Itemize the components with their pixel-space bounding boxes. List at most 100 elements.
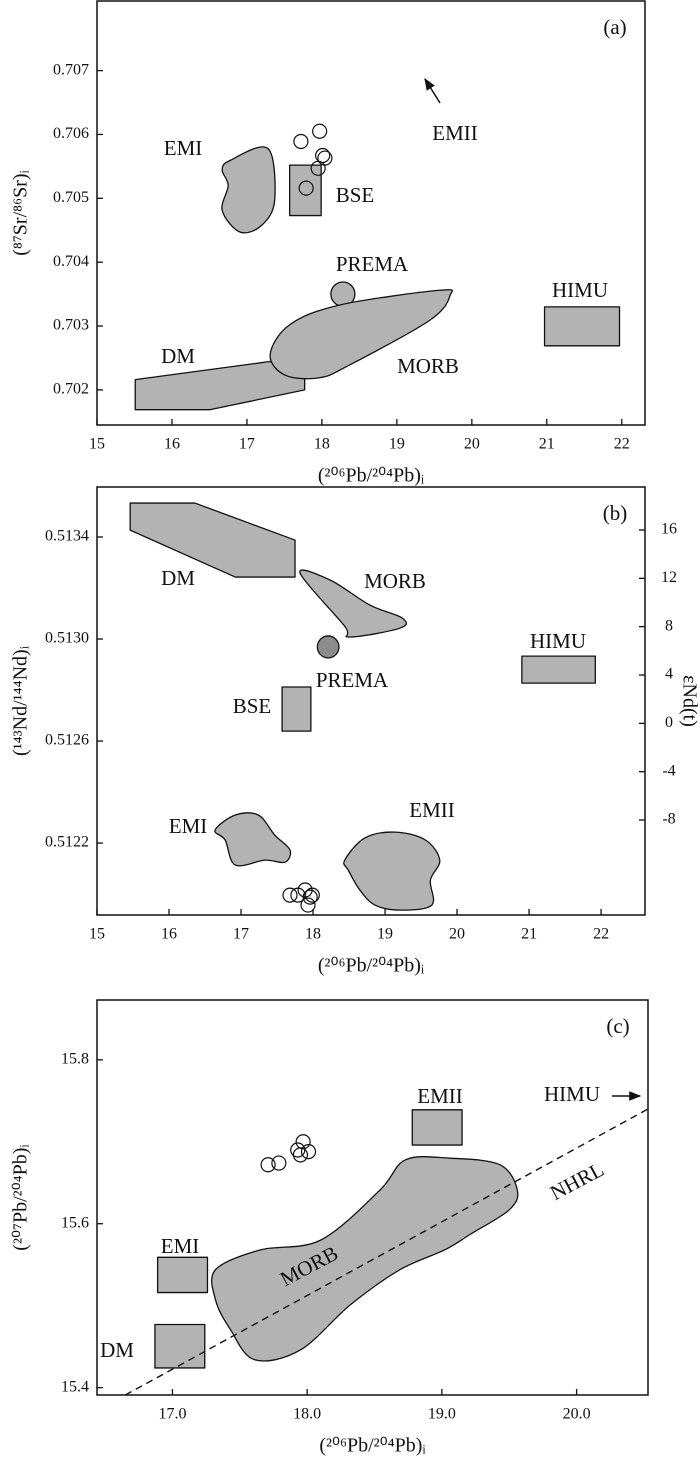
x-tick-label: 18 [314,436,330,453]
y2-tick-label: 8 [665,617,673,634]
field [521,655,596,684]
y2-tick-label: -8 [662,811,675,828]
sample-point [304,887,320,903]
field-label: MORB [364,569,426,593]
x-tick-label: 22 [614,436,630,453]
panel-label: (b) [603,501,628,525]
y-axis-title: (⁸⁷Sr/⁸⁶Sr)ᵢ [10,169,32,255]
field [281,686,312,732]
field [156,1256,209,1294]
plot-frame [96,486,646,916]
field [221,146,276,234]
field-label: PREMA [336,252,409,276]
field [299,569,408,638]
field-label: HIMU [530,629,586,653]
y-tick-label: 0.5126 [45,732,89,749]
y2-tick-label: 0 [665,714,673,731]
x-tick-label: 19 [389,436,405,453]
field-label: EMII [409,798,455,822]
x-tick-label: 15 [89,926,105,943]
sample-point [300,897,316,913]
x-tick-label: 20.0 [563,1406,591,1423]
x-tick-label: 20 [449,926,465,943]
field-label: EMI [161,1234,200,1258]
x-tick-label: 19 [377,926,393,943]
x-axis-title: (²⁰⁶Pb/²⁰⁴Pb)ᵢ [318,955,425,977]
x-tick-label: 16 [164,436,180,453]
panel-label: (c) [606,1014,629,1038]
y-tick-label: 0.5122 [45,834,89,851]
sample-point [271,1155,287,1171]
annotation: HIMU [544,1082,600,1106]
x-tick-label: 15 [89,436,105,453]
sample-point [292,1147,309,1163]
y-tick-label: 0.5134 [45,528,89,545]
x-tick-label: 20 [464,436,480,453]
y2-tick-label: 12 [661,569,677,586]
x-tick-label: 19.0 [428,1406,456,1423]
x-tick-label: 18.0 [293,1406,321,1423]
y-tick-label: 0.705 [53,189,89,206]
field [134,361,306,411]
x-tick-label: 17 [239,436,255,453]
field-label: HIMU [552,278,608,302]
y-tick-label: 15.4 [61,1378,89,1395]
sample-point [302,889,318,905]
x-tick-label: 17.0 [158,1406,186,1423]
x-tick-label: 18 [305,926,321,943]
field-label: EMI [169,814,208,838]
field-label: BSE [336,183,375,207]
y2-tick-label: -4 [662,762,675,779]
sample-point [260,1157,276,1173]
y-tick-label: 15.6 [61,1214,89,1231]
y2-axis-title: εNd(t) [678,675,700,727]
y2-tick-label: 4 [665,666,673,683]
plot-frame [96,999,649,1396]
field-label: EMI [164,136,203,160]
field [269,289,453,380]
sample-point [300,1144,317,1160]
annotation: EMII [432,121,478,145]
x-tick-label: 17 [233,926,249,943]
x-tick-label: 21 [539,436,555,453]
field-label: MORB [397,354,459,378]
x-tick-label: 21 [521,926,537,943]
line-label: NHRL [546,1157,608,1205]
field-label: DM [161,344,195,368]
field-label: PREMA [316,668,389,692]
field [543,306,621,347]
field [411,1109,463,1146]
field [289,164,322,217]
field [210,1156,519,1362]
field [214,812,292,867]
y-tick-label: 15.8 [61,1050,89,1067]
y-tick-label: 0.703 [53,317,89,334]
sample-point [282,887,298,903]
x-tick-label: 16 [161,926,177,943]
x-axis-title: (²⁰⁶Pb/²⁰⁴Pb)ᵢ [319,1435,426,1457]
field [154,1323,206,1369]
reference-line [124,1108,648,1395]
field-label: DM [161,566,195,590]
y-tick-label: 0.706 [53,125,89,142]
sample-point [312,123,328,139]
y-tick-label: 0.704 [53,253,89,270]
field [343,831,441,911]
y-tick-label: 0.702 [53,381,89,398]
field-label: BSE [233,694,272,718]
y-axis-title: (¹⁴³Nd/¹⁴⁴Nd)ᵢ [10,645,32,756]
panel-label: (a) [603,15,626,39]
x-axis-title: (²⁰⁶Pb/²⁰⁴Pb)ᵢ [318,465,425,487]
y-axis-title: (²⁰⁷Pb/²⁰⁴Pb)ᵢ [10,1144,32,1251]
arrow [424,77,441,104]
sample-point [298,180,314,196]
plot-frame [96,0,646,426]
field [129,502,296,578]
y2-tick-label: 16 [661,521,677,538]
field [316,635,340,659]
y-tick-label: 0.5130 [45,630,89,647]
sample-point [317,150,333,166]
field-label: EMII [417,1084,463,1108]
field-label: DM [100,1338,134,1362]
